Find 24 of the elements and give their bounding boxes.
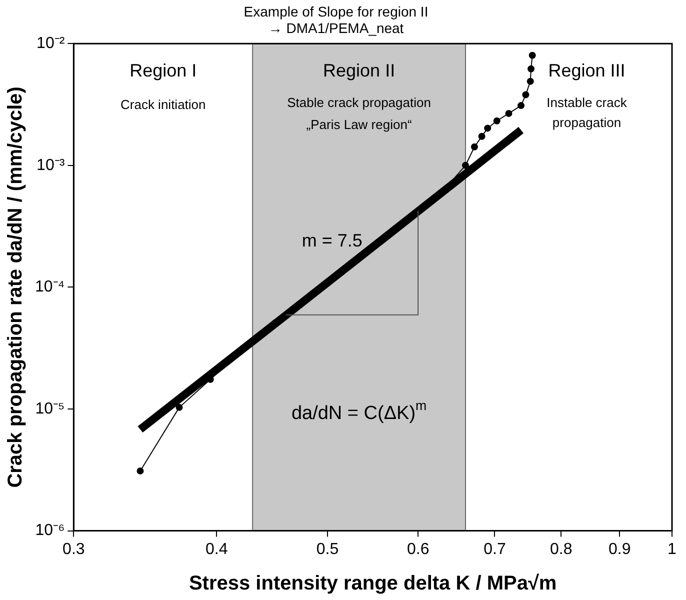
- x-tick-label: 1: [668, 540, 677, 558]
- y-tick-label: 10⁻⁴: [35, 278, 65, 296]
- annotation: Region III: [548, 60, 626, 81]
- x-tick-label: 0.9: [608, 540, 631, 558]
- y-tick-label: 10⁻³: [36, 156, 66, 174]
- annotation: Region II: [323, 60, 396, 81]
- annotation: Region I: [130, 60, 197, 81]
- x-tick-label: 0.6: [407, 540, 430, 558]
- y-tick-label: 10⁻⁵: [35, 400, 65, 418]
- x-tick-label: 0.3: [62, 540, 85, 558]
- x-tick-label: 0.4: [206, 540, 228, 558]
- y-axis-title: Crack propagation rate da/dN / (mm/cycle): [4, 86, 27, 488]
- y-tick-label: 10⁻⁶: [35, 522, 65, 540]
- x-axis-title: Stress intensity range delta K / MPa√m: [188, 572, 557, 595]
- x-tick-label: 0.7: [484, 540, 506, 558]
- x-tick-label: 0.8: [550, 540, 572, 558]
- annotation: Instable crack propagation: [546, 95, 628, 130]
- annotation: Stable crack propagation: [287, 95, 431, 110]
- annotation: „Paris Law region“: [306, 117, 412, 132]
- chart-title: Example of Slope for region II → DMA1/PEMA_neat: [244, 3, 428, 36]
- y-tick-label: 10⁻²: [36, 35, 66, 52]
- x-tick-label: 0.5: [316, 540, 339, 558]
- annotation: m = 7.5: [302, 230, 362, 250]
- annotation: Crack initiation: [120, 97, 206, 112]
